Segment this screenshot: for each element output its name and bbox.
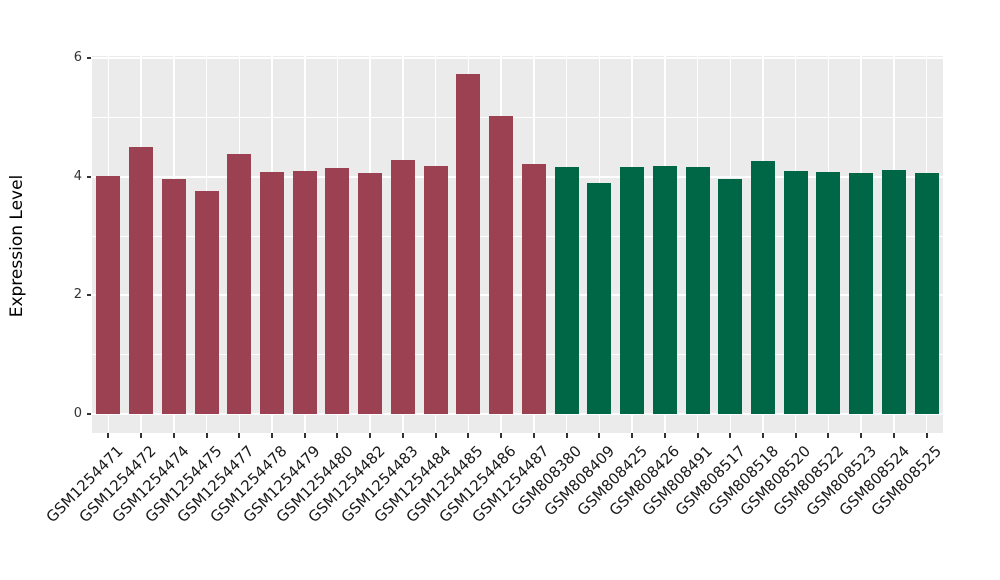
bar-GSM808517 [718, 178, 743, 414]
x-tick-mark [631, 433, 634, 438]
y-tick-label: 0 [73, 406, 82, 421]
bar-GSM1254477 [227, 154, 252, 414]
x-tick-mark [598, 433, 601, 438]
x-tick-mark [401, 433, 404, 438]
bar-GSM1254478 [260, 172, 285, 414]
x-tick-mark [827, 433, 830, 438]
x-tick-mark [205, 433, 208, 438]
bar-GSM1254475 [194, 191, 219, 414]
x-tick-mark [860, 433, 863, 438]
bar-GSM1254482 [358, 173, 383, 414]
bar-GSM808409 [587, 183, 612, 414]
y-tick-label: 6 [73, 50, 82, 66]
bar-GSM1254479 [292, 170, 317, 414]
bar-GSM808523 [849, 172, 874, 414]
x-tick-mark [107, 433, 110, 438]
y-tick-mark [87, 413, 91, 415]
minor-gridline [92, 354, 943, 356]
x-tick-mark [794, 433, 797, 438]
x-tick-mark [434, 433, 437, 438]
bar-GSM808518 [750, 160, 775, 414]
major-gridline [92, 175, 943, 178]
x-tick-mark [369, 433, 372, 438]
x-tick-mark [336, 433, 339, 438]
y-tick-label: 2 [73, 287, 82, 303]
y-tick-mark [87, 57, 91, 60]
bar-GSM808522 [816, 172, 841, 414]
y-tick-label: 4 [73, 168, 82, 184]
x-tick-mark [238, 433, 241, 438]
y-tick-mark [87, 294, 91, 297]
bar-GSM808380 [554, 166, 579, 414]
bar-GSM808525 [914, 173, 939, 414]
x-tick-mark [532, 433, 535, 438]
bar-GSM1254474 [161, 178, 186, 414]
bar-GSM808491 [685, 167, 710, 414]
bar-GSM808426 [652, 165, 677, 414]
plot-panel [92, 56, 943, 433]
x-tick-mark [892, 433, 895, 438]
bar-GSM1254472 [129, 147, 154, 414]
major-gridline [92, 57, 943, 60]
y-tick-mark [87, 175, 91, 178]
x-tick-mark [500, 433, 503, 438]
major-gridline [92, 413, 943, 415]
x-tick-mark [271, 433, 274, 438]
x-tick-mark [172, 433, 175, 438]
bar-GSM1254480 [325, 167, 350, 414]
x-tick-mark [663, 433, 666, 438]
x-tick-mark [761, 433, 764, 438]
bar-GSM1254485 [456, 73, 481, 414]
bar-GSM1254484 [423, 166, 448, 414]
bar-GSM808425 [620, 167, 645, 414]
minor-gridline [92, 235, 943, 237]
bar-GSM1254487 [521, 164, 546, 414]
x-tick-mark [925, 433, 928, 438]
x-tick-mark [565, 433, 568, 438]
bar-GSM808524 [881, 169, 906, 414]
x-tick-mark [467, 433, 470, 438]
x-tick-mark [729, 433, 732, 438]
minor-gridline [92, 117, 943, 118]
bar-GSM808520 [783, 170, 808, 414]
major-gridline [92, 294, 943, 297]
bar-GSM1254471 [96, 175, 121, 414]
bar-GSM1254483 [390, 160, 415, 414]
x-tick-mark [303, 433, 306, 438]
x-tick-mark [696, 433, 699, 438]
y-axis-title: Expression Level [7, 174, 27, 318]
x-tick-mark [140, 433, 143, 438]
bar-GSM1254486 [489, 115, 514, 414]
